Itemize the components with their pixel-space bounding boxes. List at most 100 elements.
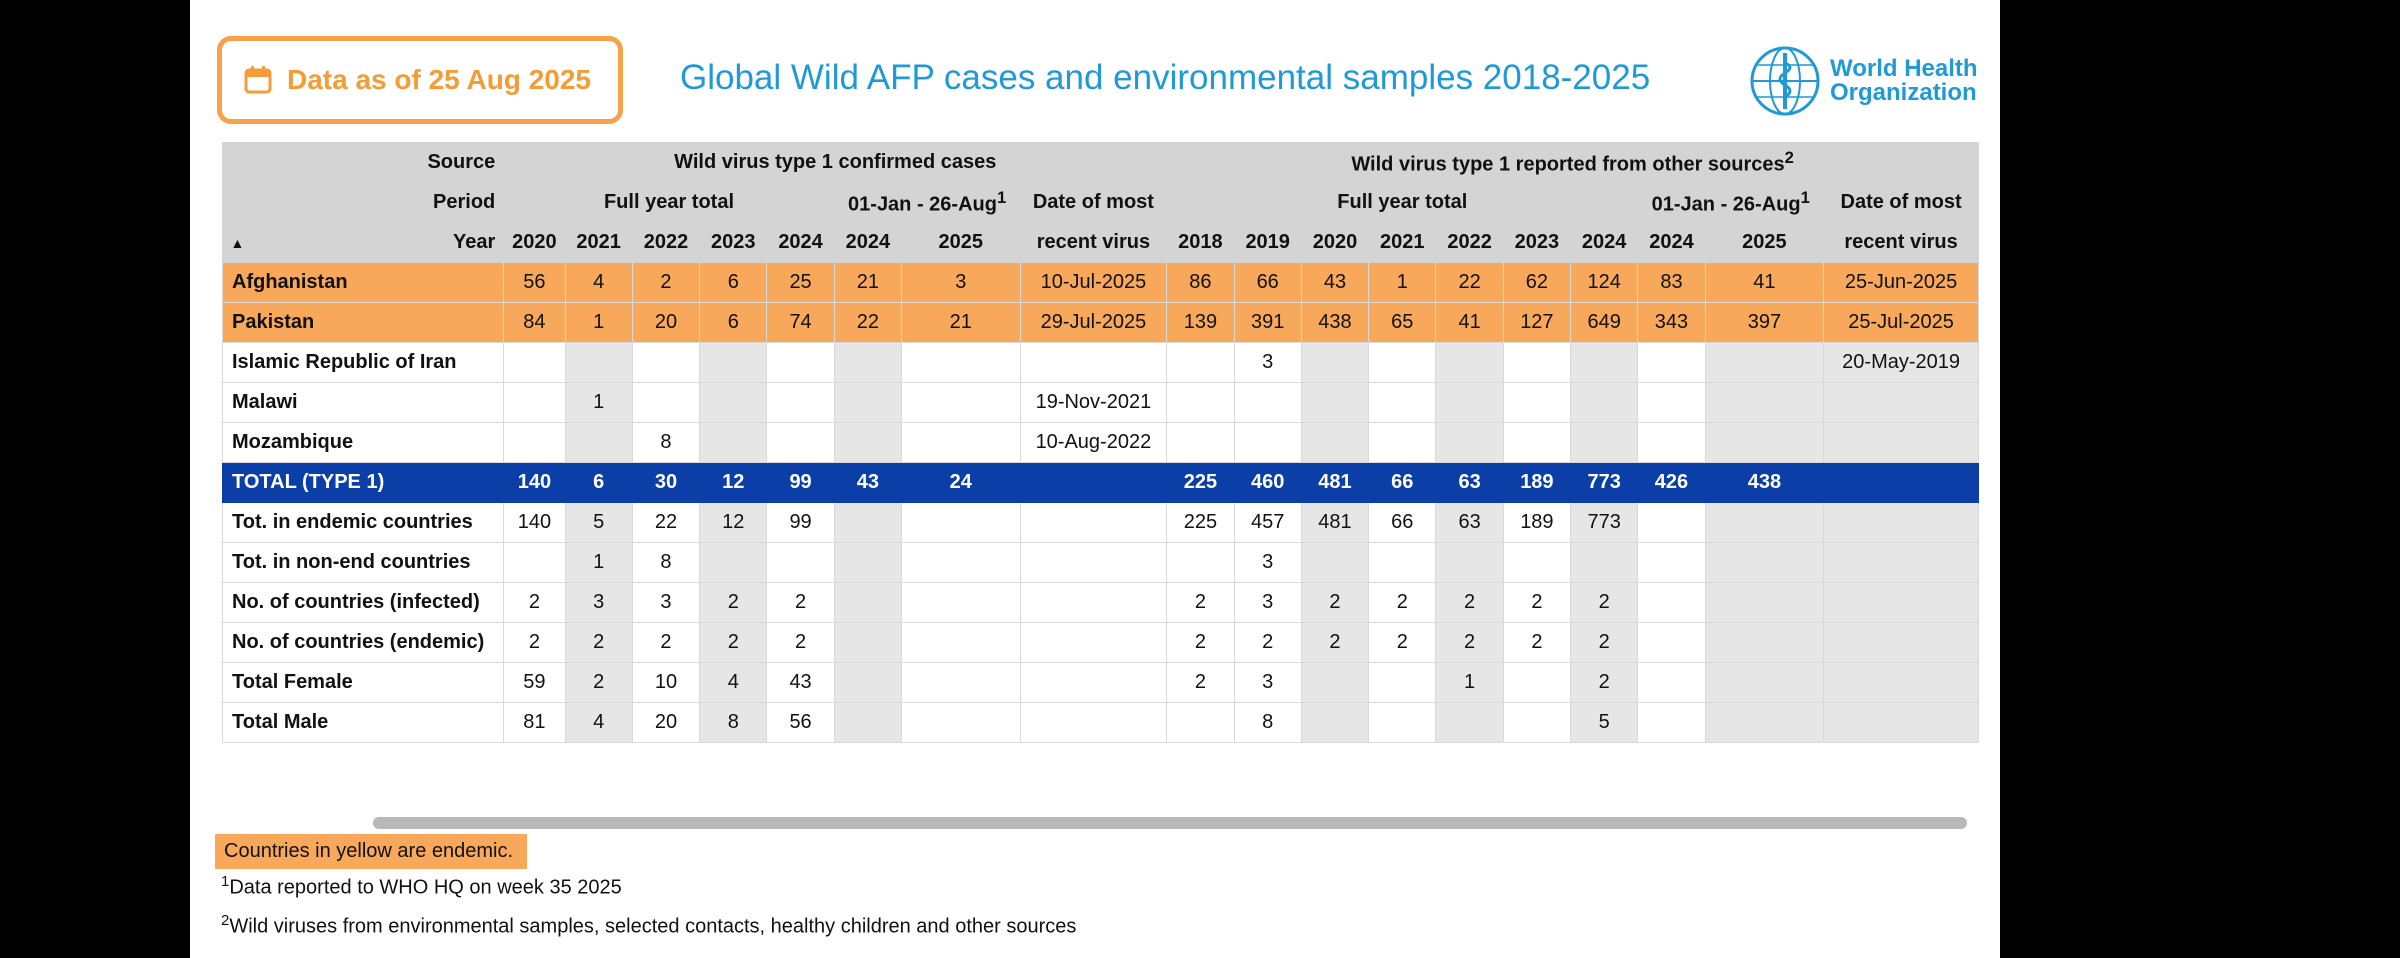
env-value-cell: 62 <box>1502 262 1572 303</box>
env-value-cell: 225 <box>1166 462 1235 503</box>
who-logo-line2: Organization <box>1830 79 1977 106</box>
env-value-cell <box>1704 422 1825 463</box>
env-value-cell <box>1435 382 1504 423</box>
table-row: Malawi 1 19-Nov-2021 <box>221 382 1979 423</box>
sort-arrow-icon[interactable]: ▲ <box>230 235 245 251</box>
afp-value-cell: 2 <box>766 622 835 663</box>
env-recent-date-cell <box>1823 382 1979 423</box>
afp-value-cell: 2 <box>564 662 633 703</box>
afp-recent-date-cell <box>1019 462 1168 503</box>
env-value-cell: 1 <box>1435 662 1504 703</box>
afp-value-cell: 24 <box>901 462 1021 503</box>
table-row: No. of countries (infected) 2 3 3 2 2 2 3 2 2 2 2 2 <box>221 582 1979 623</box>
env-value-cell <box>1704 542 1825 583</box>
env-value-cell <box>1300 542 1370 583</box>
env-value-cell: 438 <box>1704 462 1825 503</box>
env-value-cell <box>1704 342 1825 383</box>
afp-value-cell <box>833 382 903 423</box>
env-value-cell: 124 <box>1570 262 1639 303</box>
env-value-cell: 2 <box>1300 582 1370 623</box>
afp-value-cell: 99 <box>766 462 835 503</box>
env-value-cell <box>1570 342 1639 383</box>
data-date-badge: Data as of 25 Aug 2025 <box>217 36 623 124</box>
afp-value-cell <box>564 342 633 383</box>
table-body: Afghanistan 56 4 2 6 25 21 3 10-Jul-2025 86 66 43 1 2… <box>221 262 1979 743</box>
env-value-cell <box>1570 422 1639 463</box>
year-header: 2023 <box>699 222 768 263</box>
env-value-cell <box>1368 702 1437 743</box>
afp-date-header: Date of most <box>1019 182 1168 223</box>
afp-value-cell: 5 <box>564 502 633 543</box>
env-value-cell: 66 <box>1233 262 1302 303</box>
afp-value-cell: 3 <box>901 262 1021 303</box>
table-row: Pakistan 84 1 20 6 74 22 21 29-Jul-2025 139 391 438… <box>221 302 1979 343</box>
afp-recent-date-cell: 29-Jul-2025 <box>1019 302 1168 343</box>
year-header: 2024 <box>833 222 903 263</box>
env-value-cell <box>1233 422 1302 463</box>
env-recent-date-cell: 20-May-2019 <box>1823 342 1979 383</box>
afp-value-cell <box>631 382 701 423</box>
env-value-cell <box>1637 382 1706 423</box>
env-value-cell <box>1368 342 1437 383</box>
env-value-cell <box>1166 382 1235 423</box>
afp-value-cell: 74 <box>766 302 835 343</box>
env-value-cell <box>1435 542 1504 583</box>
row-label: Tot. in non-end countries <box>221 542 505 583</box>
env-value-cell: 457 <box>1233 502 1302 543</box>
afp-value-cell: 4 <box>699 662 768 703</box>
who-logo[interactable]: World Health Organization <box>1747 43 1978 119</box>
afp-value-cell: 3 <box>564 582 633 623</box>
afp-value-cell <box>699 542 768 583</box>
afp-value-cell: 2 <box>631 622 701 663</box>
env-value-cell <box>1166 422 1235 463</box>
env-value-cell: 2 <box>1233 622 1302 663</box>
afp-value-cell: 30 <box>631 462 701 503</box>
afp-recent-date-cell <box>1019 622 1168 663</box>
env-value-cell: 481 <box>1300 502 1370 543</box>
env-value-cell <box>1166 542 1235 583</box>
env-value-cell: 63 <box>1435 502 1504 543</box>
env-value-cell <box>1704 502 1825 543</box>
env-value-cell: 189 <box>1502 462 1572 503</box>
row-label: Total Female <box>221 662 505 703</box>
env-value-cell: 225 <box>1166 502 1235 543</box>
env-value-cell: 22 <box>1435 262 1504 303</box>
year-header: 2022 <box>631 222 701 263</box>
env-value-cell: 773 <box>1570 502 1639 543</box>
env-date-header: Date of most <box>1823 182 1979 223</box>
env-value-cell <box>1637 702 1706 743</box>
table-row: No. of countries (endemic) 2 2 2 2 2 2 2 2 2 2 2 2 <box>221 622 1979 663</box>
afp-value-cell <box>901 542 1021 583</box>
footnote-marker-2: 2 <box>1784 148 1794 168</box>
env-value-cell <box>1300 422 1370 463</box>
page-title: Global Wild AFP cases and environmental … <box>680 58 1651 97</box>
env-value-cell <box>1300 702 1370 743</box>
afp-value-cell: 84 <box>503 302 566 343</box>
afp-value-cell <box>503 542 566 583</box>
env-recent-date-cell <box>1823 662 1979 703</box>
year-label[interactable]: ▲ Year <box>221 222 505 263</box>
afp-value-cell: 8 <box>631 422 701 463</box>
env-value-cell: 2 <box>1502 622 1572 663</box>
afp-value-cell: 59 <box>503 662 566 703</box>
cases-table: Source Wild virus type 1 confirmed cases… <box>221 142 1979 743</box>
env-value-cell <box>1502 382 1572 423</box>
env-value-cell: 86 <box>1166 262 1235 303</box>
row-label: Mozambique <box>221 422 505 463</box>
source-header-row: Source Wild virus type 1 confirmed cases… <box>221 142 1979 183</box>
env-value-cell <box>1502 542 1572 583</box>
year-header: 2020 <box>503 222 566 263</box>
afp-value-cell: 140 <box>503 462 566 503</box>
horizontal-scrollbar[interactable] <box>373 817 1967 829</box>
afp-value-cell <box>699 422 768 463</box>
env-recent-date-cell <box>1823 462 1979 503</box>
afp-value-cell: 6 <box>564 462 633 503</box>
env-value-cell: 397 <box>1704 302 1825 343</box>
year-header: 2025 <box>1704 222 1825 263</box>
env-value-cell <box>1166 342 1235 383</box>
afp-value-cell <box>901 422 1021 463</box>
env-value-cell: 1 <box>1368 262 1437 303</box>
calendar-icon <box>244 66 272 94</box>
env-value-cell <box>1570 542 1639 583</box>
env-value-cell: 2 <box>1368 622 1437 663</box>
